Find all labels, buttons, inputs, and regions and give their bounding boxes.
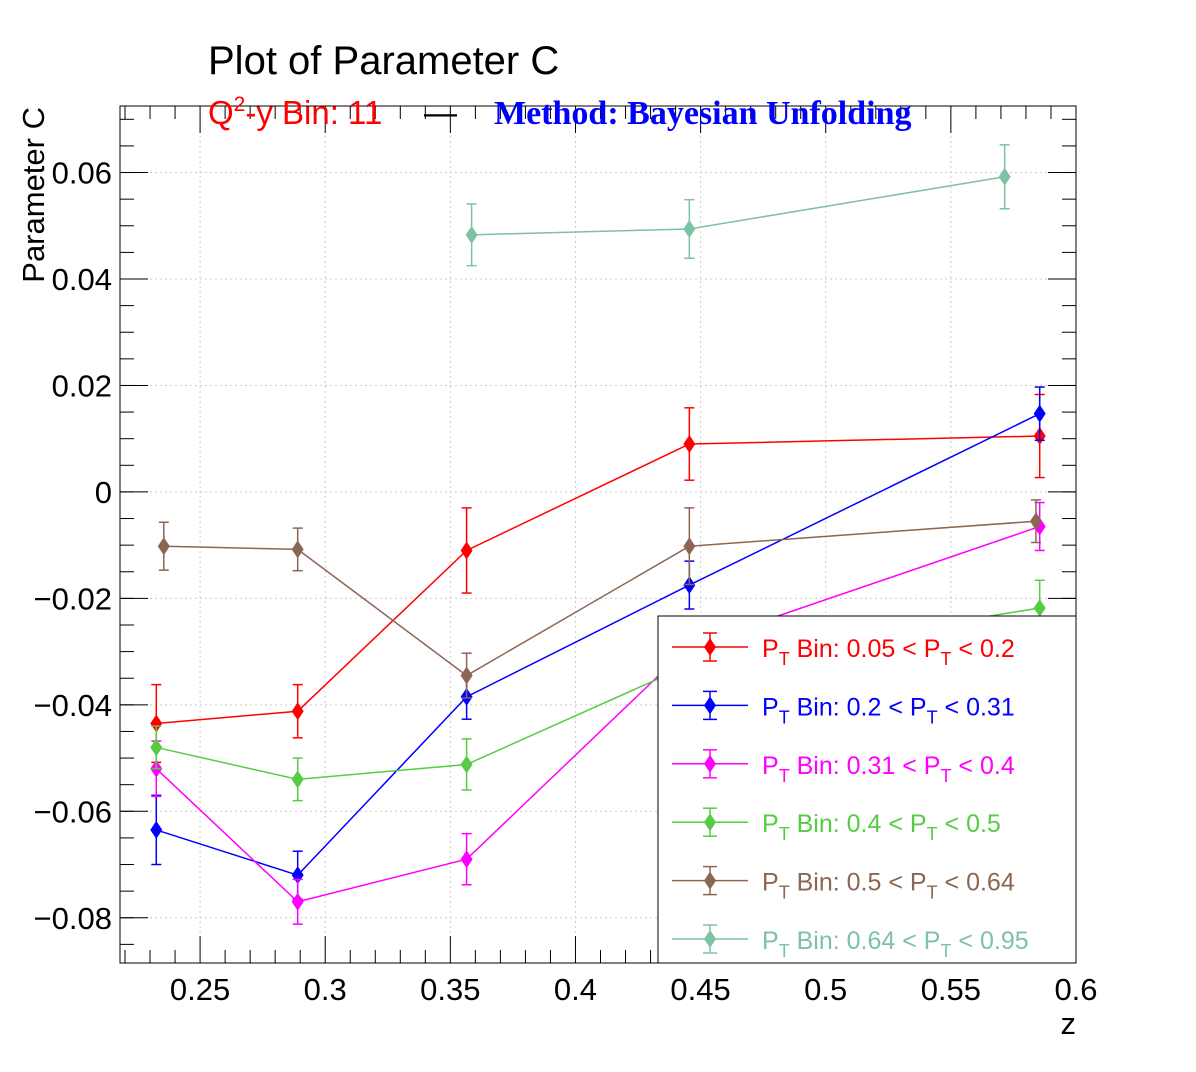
x-tick-label-7: 0.6	[1054, 972, 1097, 1007]
subtitle-method: Method: Bayesian Unfolding	[494, 95, 912, 132]
series-5	[465, 144, 1011, 267]
legend: PT Bin: 0.05 < PT < 0.2 PT Bin: 0.2 < PT …	[657, 615, 1077, 964]
x-tick-label-1: 0.3	[304, 972, 347, 1007]
y-axis-label: Parameter C	[16, 107, 51, 283]
data-point-3-4	[1033, 598, 1046, 617]
y-tick-label-7: 0.06	[52, 156, 112, 191]
series-4	[157, 499, 1042, 699]
subtitle-bin-sup: 2	[234, 93, 246, 116]
data-point-5-1	[683, 219, 696, 238]
legend-label-4: PT Bin: 0.5 < PT < 0.64	[762, 869, 1015, 903]
subtitle-bin-prefix: Q	[208, 94, 234, 131]
data-point-0-0	[150, 714, 163, 733]
data-point-1-0	[150, 820, 163, 839]
legend-marker-0	[704, 638, 716, 656]
subtitle-bin-rest: -y Bin: 11	[245, 94, 382, 131]
subtitle-separator: —	[424, 94, 457, 131]
legend-marker-5	[704, 930, 716, 948]
x-tick-label-0: 0.25	[170, 972, 230, 1007]
legend-label-0: PT Bin: 0.05 < PT < 0.2	[762, 635, 1015, 669]
legend-marker-3	[704, 813, 716, 832]
y-tick-label-2: −0.04	[34, 688, 112, 723]
data-point-5-2	[998, 167, 1011, 186]
legend-entry-5: PT Bin: 0.64 < PT < 0.95	[672, 924, 1029, 961]
legend-label-3: PT Bin: 0.4 < PT < 0.5	[762, 810, 1001, 844]
legend-entry-2: PT Bin: 0.31 < PT < 0.4	[672, 749, 1015, 786]
data-point-1-4	[1033, 404, 1046, 423]
x-tick-label-4: 0.45	[670, 972, 730, 1007]
data-point-4-2	[460, 666, 473, 685]
data-point-4-3	[683, 537, 696, 556]
data-point-3-2	[460, 755, 473, 774]
legend-marker-4	[704, 871, 716, 890]
data-point-3-0	[150, 738, 163, 757]
data-point-2-1	[291, 892, 304, 911]
y-tick-label-3: −0.02	[34, 581, 112, 616]
y-tick-label-6: 0.04	[52, 262, 112, 297]
x-axis-label: z	[1061, 1006, 1077, 1041]
legend-label-5: PT Bin: 0.64 < PT < 0.95	[762, 927, 1029, 961]
data-point-3-1	[291, 770, 304, 789]
y-tick-label-5: 0.02	[52, 368, 112, 403]
legend-box	[657, 615, 1077, 964]
subtitle-bin: Q2-y Bin: 11	[208, 93, 382, 131]
data-point-4-1	[291, 540, 304, 559]
axes: 0.25 0.3 0.35 0.4 0.45 0.5 0.55 0.6 −0.08 −0.06 −0…	[34, 105, 1098, 1007]
x-tick-label-3: 0.4	[554, 972, 597, 1007]
x-tick-label-2: 0.35	[420, 972, 480, 1007]
legend-label-1: PT Bin: 0.2 < PT < 0.31	[762, 693, 1015, 727]
legend-marker-2	[704, 754, 716, 773]
legend-entry-1: PT Bin: 0.2 < PT < 0.31	[672, 690, 1015, 727]
legend-entry-3: PT Bin: 0.4 < PT < 0.5	[672, 807, 1001, 844]
y-tick-label-0: −0.08	[34, 901, 112, 936]
legend-marker-1	[704, 696, 716, 715]
legend-entry-4: PT Bin: 0.5 < PT < 0.64	[672, 865, 1015, 903]
data-point-4-0	[157, 537, 170, 556]
data-point-5-0	[465, 225, 478, 244]
y-tick-label-1: −0.06	[34, 794, 112, 829]
data-point-0-1	[291, 702, 304, 721]
legend-label-2: PT Bin: 0.31 < PT < 0.4	[762, 752, 1015, 786]
data-point-0-3	[683, 435, 696, 454]
x-tick-label-5: 0.5	[804, 972, 847, 1007]
x-tick-label-6: 0.55	[921, 972, 981, 1007]
y-tick-label-4: 0	[95, 475, 112, 510]
data-point-4-4	[1029, 512, 1042, 531]
data-point-0-2	[460, 541, 473, 560]
legend-entry-0: PT Bin: 0.05 < PT < 0.2	[672, 632, 1015, 669]
chart-title: Plot of Parameter C	[208, 39, 559, 83]
data-point-2-2	[460, 850, 473, 869]
plot-frame	[119, 105, 1077, 964]
